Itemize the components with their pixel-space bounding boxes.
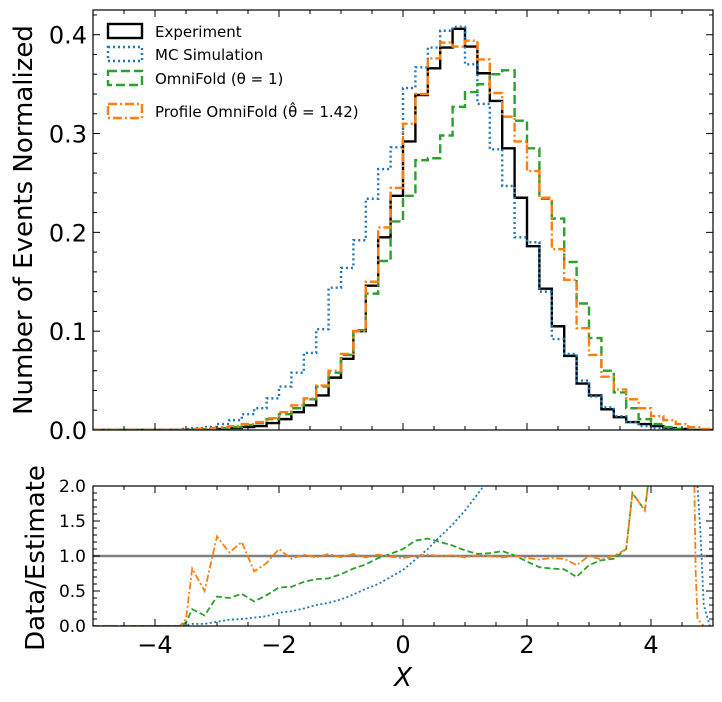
x-tick-label: −4 (137, 631, 172, 659)
x-tick-label: 0 (395, 631, 410, 659)
legend-label-experiment: Experiment (155, 23, 242, 41)
legend-label-mc: MC Simulation (155, 46, 263, 64)
legend-label-omnifold: OmniFold (θ = 1) (155, 70, 283, 88)
legend-swatch-mc (106, 45, 144, 63)
legend-label-profile-omnifold: Profile OmniFold (θ̂ = 1.42) (155, 101, 359, 121)
x-tick-label: 2 (519, 631, 534, 659)
legend-swatch-experiment (106, 22, 144, 40)
main-y-tick-label: 0.4 (49, 22, 87, 50)
ratio-y-tick-label: 2.0 (59, 477, 86, 497)
ratio-panel: 0.0 0.5 1.0 1.5 2.0 −4 −2 0 2 4 Data/Estimate X (21, 465, 714, 693)
main-panel: 0.0 0.1 0.2 0.3 0.4 Number of Events Normali… (9, 9, 714, 445)
ratio-series-group (93, 486, 713, 626)
main-y-tick-label: 0.1 (49, 318, 87, 346)
legend-entry-omnifold: OmniFold (θ = 1) (106, 69, 283, 88)
main-ticks: 0.0 0.1 0.2 0.3 0.4 (49, 10, 714, 445)
main-y-axis-label: Number of Events Normalized (9, 25, 39, 415)
ratio-y-tick-label: 0.5 (59, 582, 86, 602)
x-tick-label: 4 (643, 631, 658, 659)
legend-swatch-omnifold (106, 69, 144, 87)
legend-entry-experiment: Experiment (106, 22, 242, 41)
ratio-y-axis-label: Data/Estimate (21, 465, 51, 651)
main-y-tick-label: 0.3 (49, 121, 87, 149)
main-y-tick-label: 0.2 (49, 219, 87, 247)
ratio-y-tick-label: 1.0 (59, 547, 86, 567)
legend: Experiment MC Simulation OmniFold (θ = 1… (106, 22, 359, 121)
x-axis-label: X (392, 663, 413, 693)
legend-swatch-profile-omnifold (106, 102, 144, 120)
main-series-group (93, 25, 713, 430)
legend-entry-profile-omnifold: Profile OmniFold (θ̂ = 1.42) (106, 101, 359, 121)
ratio-y-tick-label: 0.0 (59, 617, 86, 637)
main-y-tick-label: 0.0 (49, 417, 87, 445)
x-tick-label: −2 (261, 631, 296, 659)
series-omnifold-1 (93, 69, 713, 430)
series-profile-omnifold-1-42 (93, 39, 713, 430)
ratio-ticks: 0.0 0.5 1.0 1.5 2.0 −4 −2 0 2 4 (59, 477, 714, 659)
series-mc-simulation (93, 25, 713, 430)
ratio-y-tick-label: 1.5 (59, 512, 86, 532)
ratio-right-edge-dashdot (693, 486, 705, 626)
ratio-right-edge-dotted (696, 486, 713, 626)
legend-entry-mc: MC Simulation (106, 45, 263, 64)
